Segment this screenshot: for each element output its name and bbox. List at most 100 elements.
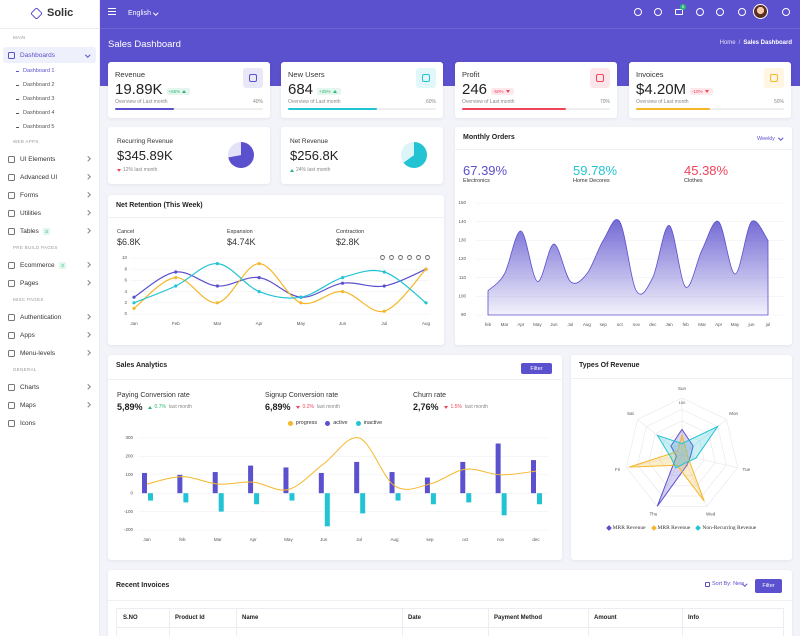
retention-label: Contraction: [336, 229, 365, 235]
column-divider: [169, 608, 170, 636]
nav-item[interactable]: [3, 397, 96, 413]
stat-progress-label: 60%: [425, 99, 436, 105]
column-divider: [402, 608, 403, 636]
nav-item[interactable]: [3, 47, 96, 63]
sales-stat-label: Signup Conversion rate: [265, 392, 339, 399]
sub-nav-label[interactable]: Dashboard 2: [23, 81, 55, 88]
trend-arrow: [704, 89, 709, 93]
chart-toolbar-icon[interactable]: [416, 255, 421, 260]
sub-nav-label[interactable]: Dashboard 1: [23, 67, 55, 74]
chart-toolbar-icon[interactable]: [380, 255, 385, 260]
nav-row: Utilities: [20, 209, 41, 217]
header-icon[interactable]: [654, 8, 662, 16]
legend-item[interactable]: inactive: [355, 420, 382, 426]
brand-name: Solic: [47, 7, 74, 19]
user-avatar[interactable]: [753, 4, 768, 19]
sub-nav-label[interactable]: Dashboard 3: [23, 95, 55, 102]
nav-row: Ecommerce 3: [20, 261, 67, 269]
chart-toolbar-icon[interactable]: [425, 255, 430, 260]
card-title: Net Retention (This Week): [116, 202, 203, 209]
breadcrumb-item[interactable]: Home: [719, 40, 736, 46]
chart-toolbar-icon[interactable]: [407, 255, 412, 260]
nav-icon: [8, 173, 15, 181]
sub-dash: [16, 71, 19, 72]
sales-stat-change: 0.2%: [302, 404, 314, 410]
sort-icon: [705, 582, 710, 587]
stat-title: Revenue: [115, 70, 146, 79]
legend-swatch: [355, 420, 361, 426]
nav-label: Ecommerce: [20, 261, 55, 269]
chart-toolbar-icon[interactable]: [398, 255, 403, 260]
sales-stat-row: 2,76% 1.5% last month: [413, 402, 488, 412]
stat-card: New Users 684 +25% Overview of Last month 60…: [281, 62, 443, 118]
legend-item[interactable]: MRR Revenue: [605, 525, 646, 531]
trend-arrow: [505, 89, 510, 93]
stat-icon: [243, 68, 263, 88]
chart-toolbar-icon[interactable]: [389, 255, 394, 260]
stat-card: Revenue 19.89K +66% Overview of Last month 4…: [108, 62, 270, 118]
filter-button[interactable]: Filter: [521, 363, 552, 374]
header-icon[interactable]: [782, 8, 790, 16]
card-title: Recent Invoices: [116, 582, 170, 589]
sub-nav-label[interactable]: Dashboard 4: [23, 109, 55, 116]
progress-fill: [636, 108, 710, 110]
sub-nav-label[interactable]: Dashboard 5: [23, 123, 55, 130]
sales-stat-change: 1.5%: [450, 404, 462, 410]
nav-item[interactable]: [3, 187, 96, 203]
sidebar-divider: [0, 28, 100, 29]
sales-stat-label: Churn rate: [413, 392, 447, 399]
stat-value-row: 684 +25%: [288, 81, 341, 98]
order-stat-value: 59.78%: [573, 163, 618, 178]
progress-fill: [462, 108, 566, 110]
stat-card: Invoices $4.20M -10% Overview of Last month…: [629, 62, 791, 118]
nav-item[interactable]: [3, 379, 96, 395]
nav-label: UI Elements: [20, 155, 56, 163]
section-title: WEB APPS: [13, 139, 39, 144]
legend-item[interactable]: MRR Revenue: [650, 525, 690, 531]
order-stat-label: Clothes: [684, 178, 703, 184]
section-title: PRE BUILD PAGES: [13, 245, 58, 250]
nav-item[interactable]: [3, 327, 96, 343]
nav-icon: [8, 313, 15, 321]
table-frame: [116, 608, 784, 636]
filter-button[interactable]: Filter: [755, 579, 782, 593]
header-icon[interactable]: [696, 8, 704, 16]
trend-arrow: [182, 89, 187, 93]
sub-dash: [16, 113, 19, 114]
menu-toggle[interactable]: [108, 8, 116, 9]
nav-row: Pages: [20, 279, 38, 287]
nav-label: Menu-levels: [20, 349, 56, 357]
period-select[interactable]: Weekly: [757, 136, 775, 142]
nav-badge: 3: [58, 261, 67, 269]
cart-icon[interactable]: [675, 9, 683, 15]
column-divider: [236, 608, 237, 636]
sort-select[interactable]: Sort By: New: [712, 581, 745, 587]
legend: progress active inactive: [108, 420, 562, 426]
legend-item[interactable]: progress: [287, 420, 317, 426]
nav-icon: [8, 279, 15, 287]
legend-item[interactable]: active: [325, 420, 348, 426]
order-stat-value: 67.39%: [463, 163, 508, 178]
trend-arrow: [290, 168, 294, 172]
nav-item[interactable]: [3, 205, 96, 221]
sidebar: [0, 0, 100, 636]
stat-note: Overview of Last month: [636, 99, 689, 105]
nav-row: Maps: [20, 401, 36, 409]
nav-item[interactable]: [3, 415, 96, 431]
column-divider: [682, 608, 683, 636]
menu-toggle[interactable]: [108, 14, 116, 15]
nav-icon: [8, 349, 15, 357]
legend-label: Non-Recurring Revenue: [702, 525, 757, 531]
legend-item[interactable]: Non-Recurring Revenue: [695, 525, 757, 531]
header-icon[interactable]: [738, 8, 746, 16]
retention-label: Expansion: [227, 229, 253, 235]
header-icon[interactable]: [634, 8, 642, 16]
nav-label: Pages: [20, 279, 39, 287]
header-icon[interactable]: [716, 8, 724, 16]
retention-value: $2.8K: [336, 237, 360, 247]
card-divider: [108, 600, 792, 601]
card-title: Sales Analytics: [116, 362, 168, 369]
nav-item[interactable]: [3, 275, 96, 291]
menu-toggle[interactable]: [108, 11, 116, 12]
language-select[interactable]: English: [128, 10, 151, 17]
